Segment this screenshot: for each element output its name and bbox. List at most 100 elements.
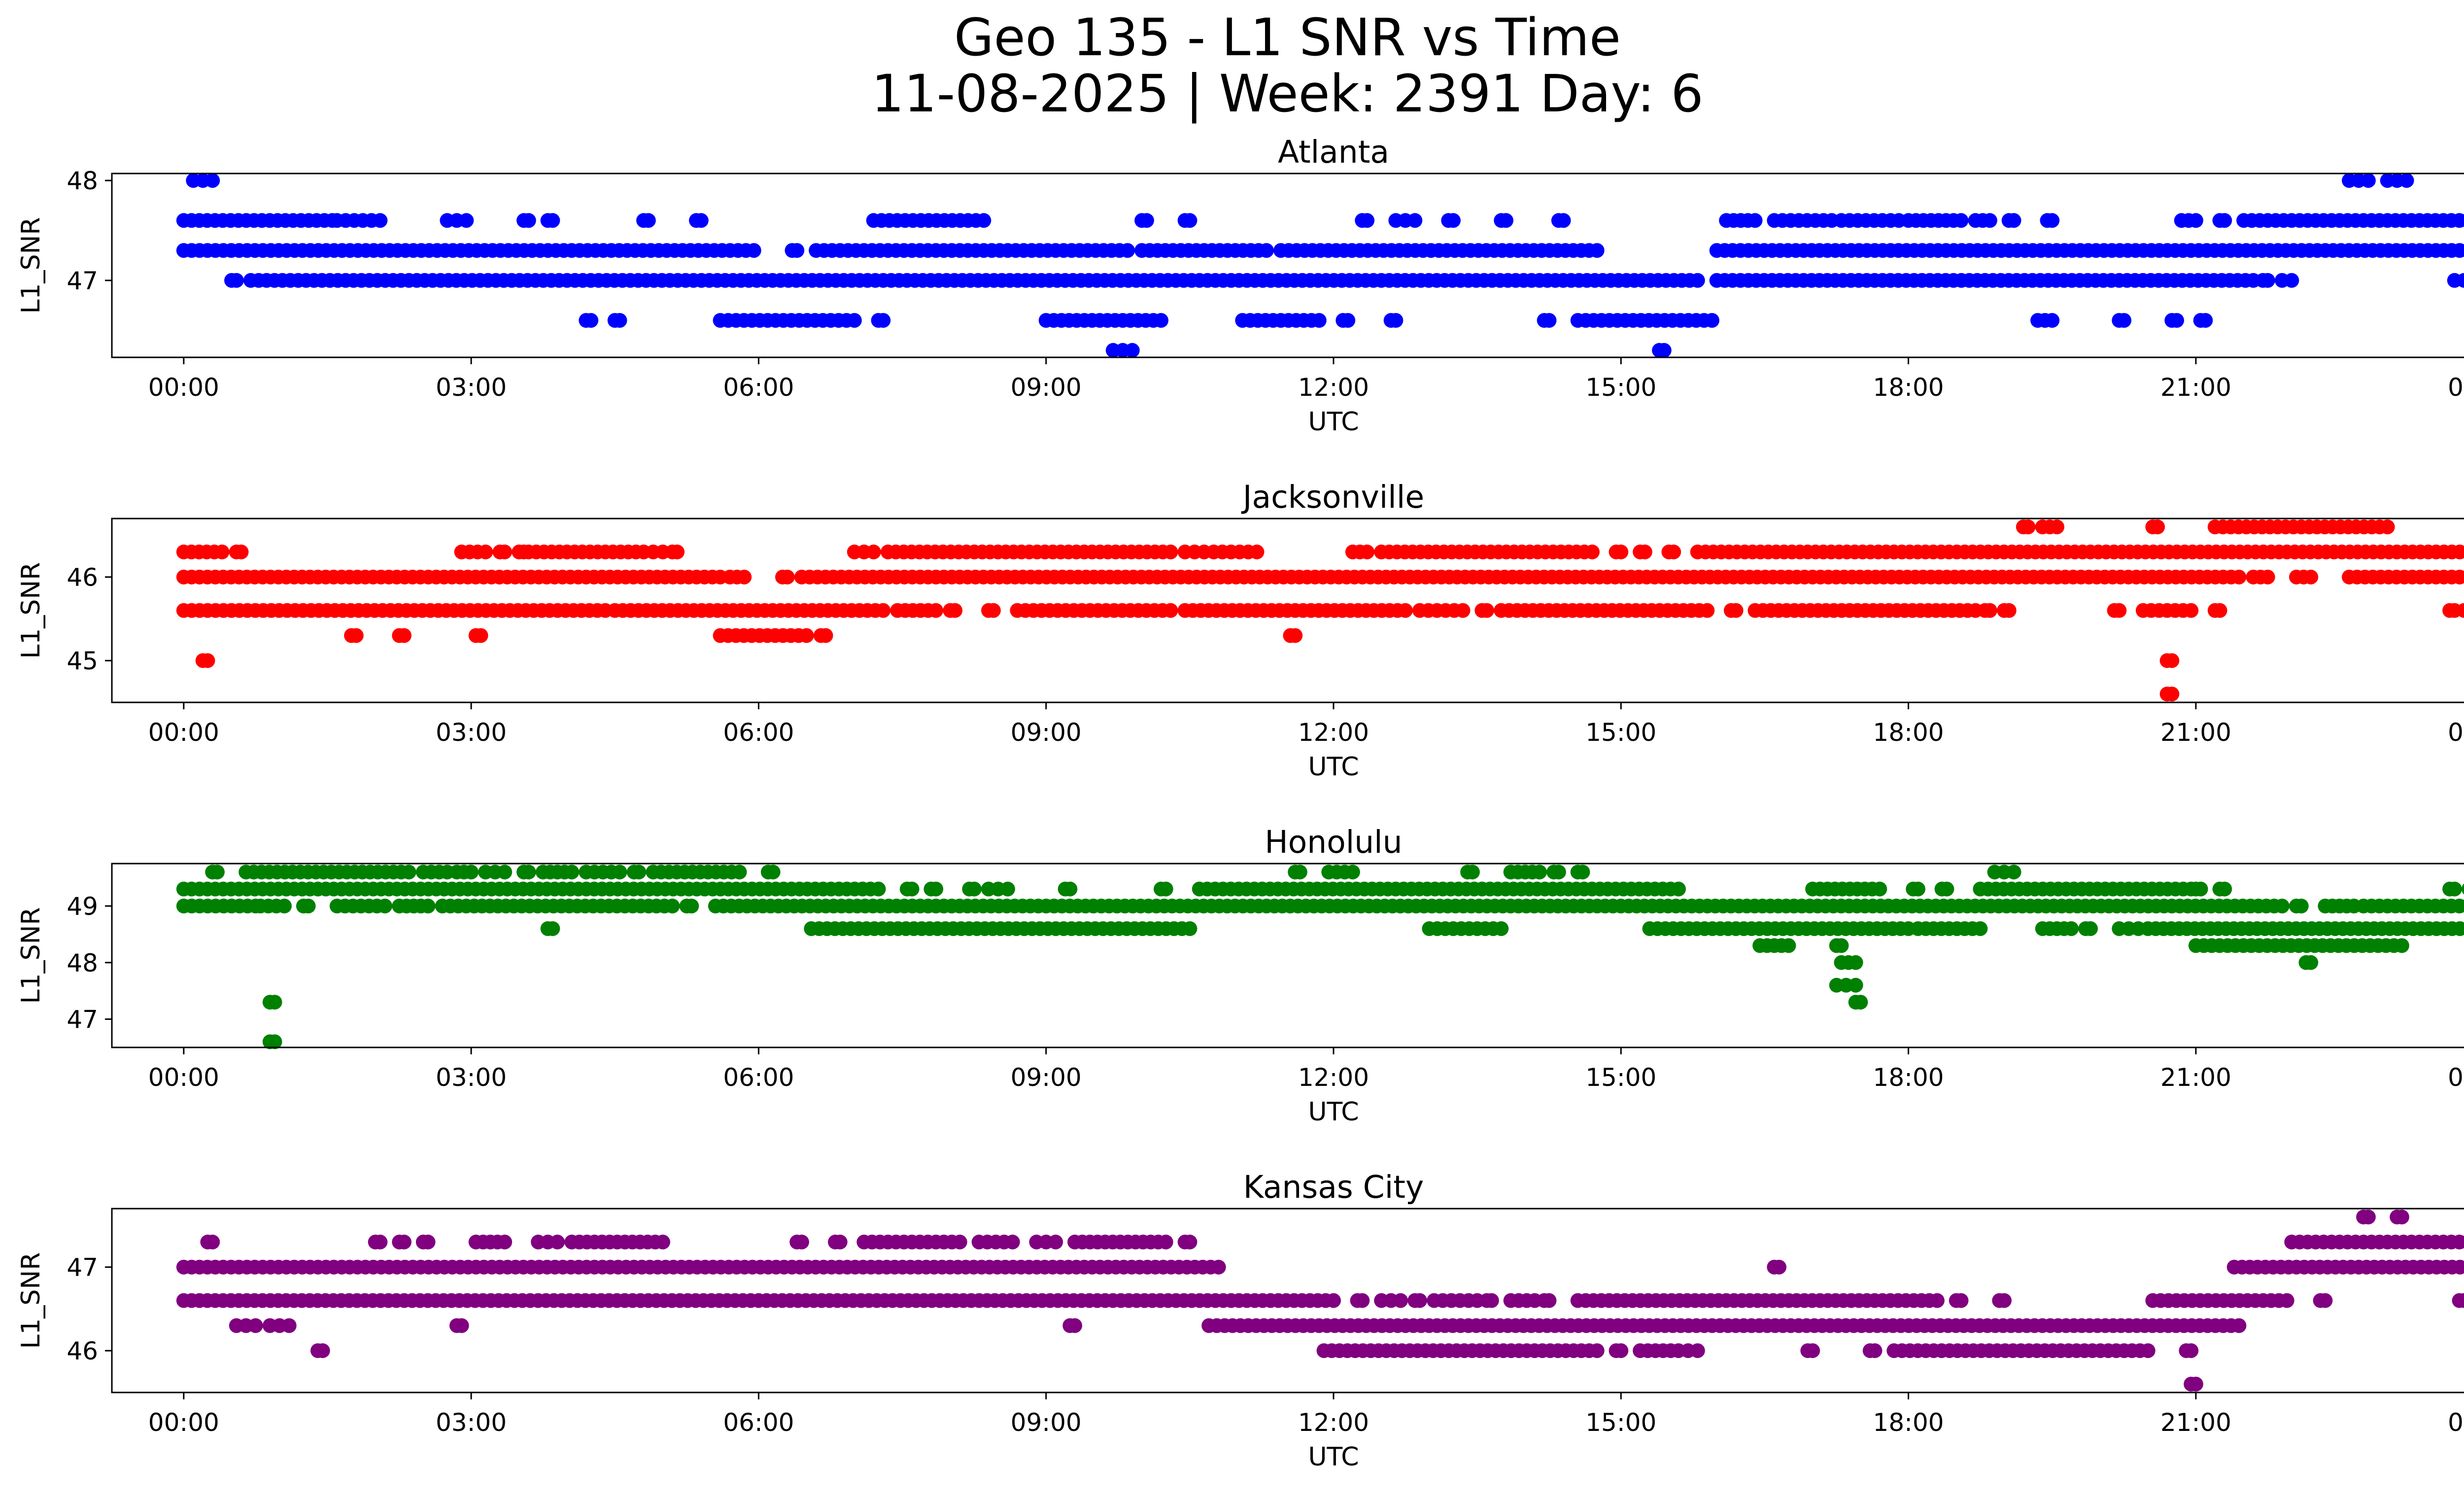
x-tick-label: 00:00 [2448,1408,2464,1437]
data-point [832,1234,848,1250]
data-point [1340,313,1356,328]
data-point [866,544,881,559]
data-point [1388,313,1403,328]
data-point [2361,173,2376,188]
y-tick-label: 47 [67,267,98,295]
x-tick-label: 21:00 [2160,373,2231,402]
data-point [780,569,795,585]
data-point [2457,273,2464,288]
x-tick-label: 21:00 [2160,1063,2231,1092]
data-point [1613,544,1629,559]
data-point [2394,1210,2409,1224]
data-point [1728,603,1744,618]
data-point [267,1034,282,1049]
data-point [641,213,656,228]
series-honolulu [176,865,2464,1049]
data-point [1556,213,1571,228]
data-point [209,865,225,880]
data-point [966,881,982,897]
data-point [2112,603,2127,618]
data-point [1656,343,1672,358]
data-point [665,899,680,914]
data-point [871,881,886,897]
data-point [2198,313,2213,328]
data-point [1848,977,1863,993]
data-point [397,628,411,643]
data-point [2231,1318,2247,1333]
x-tick-label: 06:00 [723,1408,794,1437]
data-point [454,1318,469,1333]
data-point [612,313,627,328]
x-tick-label: 00:00 [2448,373,2464,402]
data-point [2394,938,2409,953]
data-point [2260,569,2275,585]
data-point [1067,1318,1082,1333]
data-point [1781,938,1796,953]
data-point [737,569,752,585]
data-point [234,544,249,559]
data-point [2452,921,2464,936]
data-point [2188,1377,2203,1391]
data-point [397,1234,411,1250]
x-tick-label: 15:00 [1585,373,1656,402]
data-point [1288,628,1303,643]
data-point [847,313,862,328]
data-point [2380,520,2395,534]
data-point [1853,995,1868,1010]
data-point [2274,899,2290,914]
data-point [420,899,436,914]
y-axis-label: L1_SNR [16,217,46,313]
data-point [2460,570,2464,584]
data-point [200,653,215,668]
y-tick-label: 46 [67,1337,98,1365]
panel-title-jacksonville: Jacksonville [1241,479,1424,515]
x-tick-label: 00:00 [148,718,219,747]
data-point [2164,653,2180,668]
data-point [248,1318,263,1333]
x-tick-label: 00:00 [2448,718,2464,747]
data-point [2020,520,2036,534]
data-point [693,213,709,228]
data-point [2452,569,2464,585]
data-point [1585,544,1600,559]
data-point [1982,213,1997,228]
data-point [789,243,805,258]
data-point [1499,213,1513,228]
data-point [497,544,513,559]
data-point [473,628,488,643]
data-point [1541,1293,1557,1308]
data-point [765,865,781,880]
data-point [1690,1343,1705,1358]
data-point [1182,1234,1198,1250]
data-point [464,865,479,880]
series-atlanta [176,173,2464,358]
data-point [1479,603,1495,618]
data-point [1412,1293,1427,1308]
data-point [2169,313,2184,328]
data-point [277,899,292,914]
data-point [2212,603,2227,618]
data-point [1311,313,1327,328]
data-point [2293,899,2309,914]
data-point [1326,1293,1341,1308]
y-axis-label: L1_SNR [16,1252,46,1349]
data-point [2460,899,2464,913]
data-point [373,213,388,228]
data-point [1455,603,1471,618]
data-point [1407,213,1423,228]
data-point [267,995,282,1010]
data-point [986,603,1001,618]
data-point [1360,213,1375,228]
x-tick-label: 18:00 [1873,1063,1944,1092]
data-point [1637,544,1652,559]
x-tick-label: 12:00 [1298,1408,1369,1437]
series-kansas-city [176,1210,2464,1391]
axes-frame-atlanta [111,173,2464,358]
data-point [2217,213,2232,228]
data-point [928,603,944,618]
panel-title-atlanta: Atlanta [1278,134,1389,170]
data-point [904,881,920,897]
data-point [1062,881,1078,897]
data-point [2284,273,2299,288]
data-point [1154,313,1168,328]
